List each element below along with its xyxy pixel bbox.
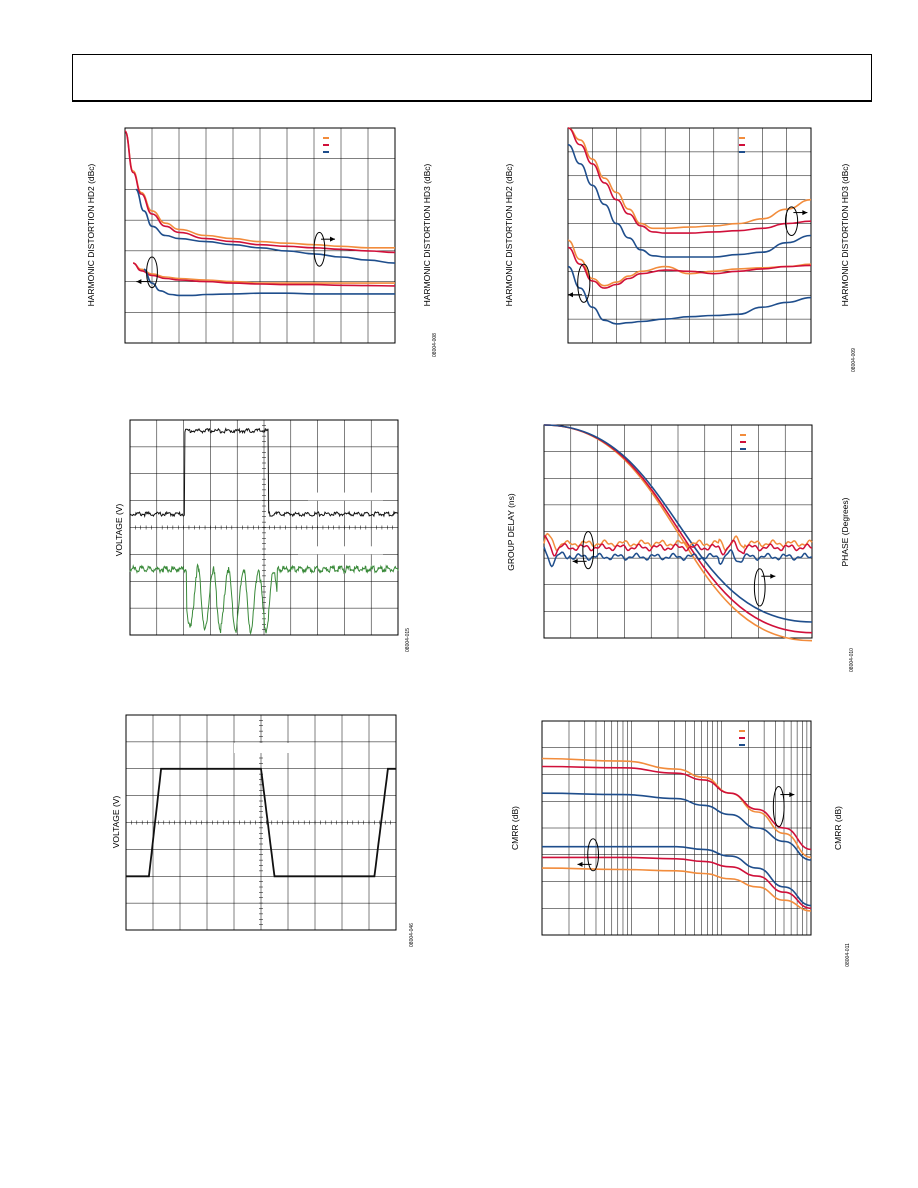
- series-line: [132, 262, 395, 284]
- figure-id: 08004-046: [409, 923, 415, 947]
- series-line: [567, 127, 812, 230]
- signal-trace: [129, 563, 399, 635]
- series-line: [543, 424, 813, 623]
- chart-c2: HARMONIC DISTORTION HD2 (dBc) HARMONIC DI…: [504, 127, 857, 372]
- series-line: [124, 130, 395, 249]
- y-axis-label-left: VOLTAGE (V): [114, 504, 124, 557]
- signal-trace: [129, 427, 399, 518]
- annotation-arrowhead: [802, 210, 808, 216]
- series-line: [567, 265, 812, 325]
- series-line: [143, 268, 395, 297]
- series-line: [541, 757, 812, 859]
- series-line: [567, 143, 812, 258]
- page-header: [72, 54, 872, 102]
- y-axis-label-left: HARMONIC DISTORTION HD2 (dBc): [86, 163, 96, 306]
- series-line: [132, 262, 396, 287]
- series-line: [543, 546, 812, 568]
- trace-label-box: [234, 743, 304, 753]
- figure-id: 08004-008: [432, 333, 438, 357]
- y-axis-label-left: CMRR (dB): [510, 806, 520, 850]
- annotation-ellipse: [587, 838, 599, 872]
- series-line: [567, 246, 812, 289]
- annotation-arrowhead: [789, 792, 795, 798]
- series-line: [542, 845, 812, 907]
- annotation-arrowhead: [136, 279, 142, 285]
- annotation-arrowhead: [330, 236, 336, 242]
- annotation-ellipse: [582, 531, 595, 570]
- y-axis-label-left: HARMONIC DISTORTION HD2 (dBc): [504, 163, 514, 306]
- annotation-arrowhead: [577, 861, 583, 867]
- chart-c3: VOLTAGE (V) 08004-015: [114, 419, 411, 652]
- y-axis-label-left: GROUP DELAY (ns): [506, 493, 516, 571]
- series-line: [567, 239, 812, 287]
- series-line: [541, 765, 812, 851]
- series-line: [543, 532, 813, 552]
- y-axis-label-right: PHASE (Degrees): [840, 497, 850, 566]
- annotation-arrowhead: [567, 292, 573, 298]
- series-line: [124, 130, 396, 254]
- annotation-ellipse: [772, 786, 785, 828]
- annotation-ellipse: [784, 206, 799, 237]
- series-line: [541, 856, 812, 910]
- figure-id: 08004-009: [851, 348, 857, 372]
- annotation-ellipse: [753, 568, 766, 607]
- annotation-arrowhead: [572, 558, 578, 564]
- figure-id: 08004-015: [405, 628, 411, 652]
- series-line: [541, 792, 812, 861]
- series-line: [541, 867, 812, 912]
- y-axis-label-left: VOLTAGE (V): [111, 796, 121, 849]
- trace-label-box: [308, 492, 383, 501]
- series-line: [135, 188, 396, 264]
- chart-c6: CMRR (dB) CMRR (dB) 08004-011: [510, 720, 851, 967]
- figure-id: 08004-010: [849, 648, 855, 672]
- series-line: [567, 127, 812, 234]
- trace-label-box: [298, 546, 383, 555]
- signal-trace: [126, 767, 396, 878]
- annotation-ellipse: [313, 231, 326, 267]
- chart-c1: HARMONIC DISTORTION HD2 (dBc) HARMONIC DI…: [86, 127, 438, 357]
- chart-c5: VOLTAGE (V) 08004-046: [111, 714, 415, 947]
- chart-c4: GROUP DELAY (ns) PHASE (Degrees) 08004-010: [506, 424, 855, 672]
- figure-id: 08004-011: [845, 943, 851, 967]
- series-line: [543, 535, 813, 557]
- annotation-arrowhead: [770, 573, 776, 579]
- annotation-ellipse: [146, 256, 158, 289]
- annotation-ellipse: [577, 263, 591, 303]
- y-axis-label-right: HARMONIC DISTORTION HD3 (dBc): [840, 163, 850, 306]
- y-axis-label-right: CMRR (dB): [833, 806, 843, 850]
- y-axis-label-right: HARMONIC DISTORTION HD3 (dBc): [422, 163, 432, 306]
